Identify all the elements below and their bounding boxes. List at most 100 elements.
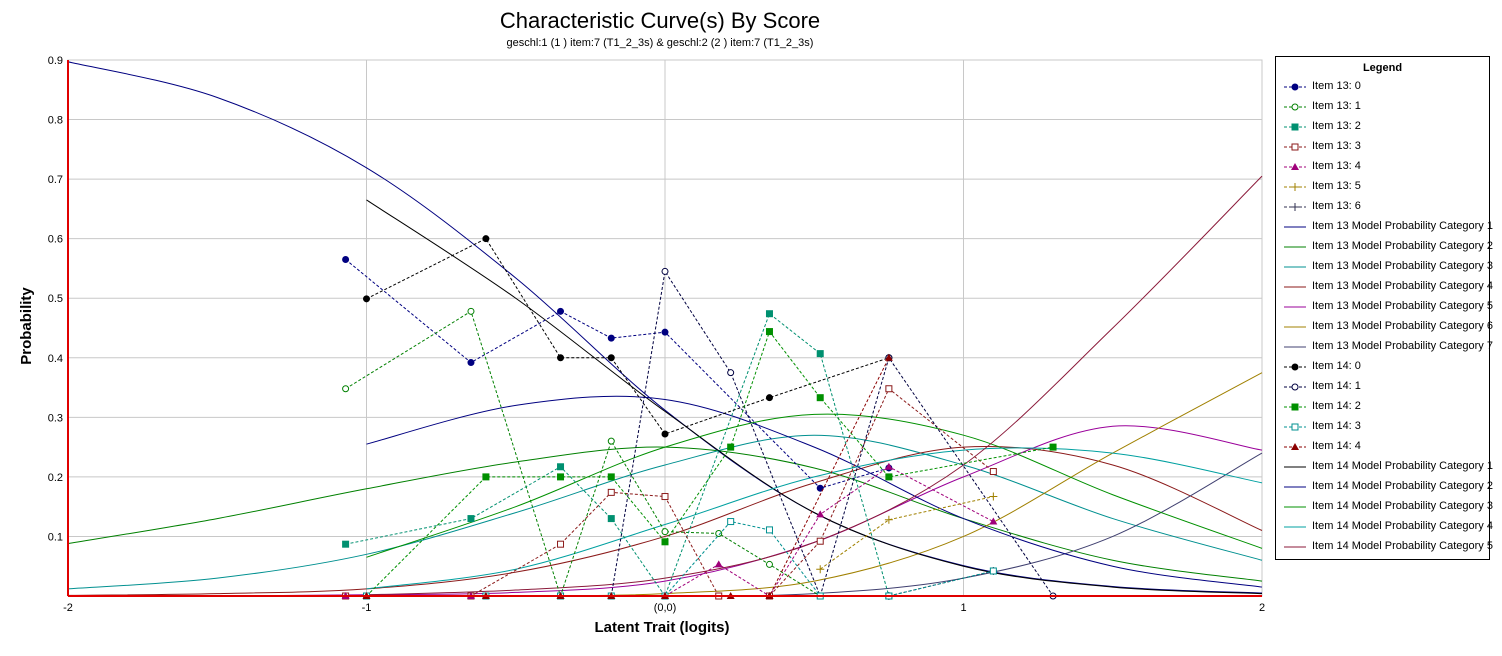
data-point: [342, 540, 350, 548]
data-point: [661, 493, 669, 501]
legend-swatch: [1284, 346, 1306, 348]
legend-swatch: [1284, 443, 1306, 450]
series-item-14-model-probability-category-5: [366, 175, 1263, 596]
x-tick-label: (0,0): [654, 602, 677, 614]
legend-item-item-14-model-probability-category-5: Item 14 Model Probability Category 5: [1276, 537, 1493, 557]
data-point: [607, 334, 615, 342]
legend-item-item-13-6: Item 13: 6: [1276, 197, 1489, 217]
series-line: [366, 330, 1054, 597]
legend-item-item-14-model-probability-category-4: Item 14 Model Probability Category 4: [1276, 517, 1493, 537]
legend-swatch: [1284, 183, 1306, 191]
legend-item-item-14-model-probability-category-3: Item 14 Model Probability Category 3: [1276, 497, 1493, 517]
legend-swatch: [1284, 403, 1306, 411]
legend-marker: [1291, 123, 1299, 131]
x-tick-label: 1: [960, 602, 966, 614]
data-point: [607, 473, 615, 481]
data-point: [816, 394, 824, 402]
legend-swatch: [1284, 123, 1306, 131]
legend-item-item-13-model-probability-category-4: Item 13 Model Probability Category 4: [1276, 277, 1493, 297]
legend-item-item-13-5: Item 13: 5: [1276, 177, 1489, 197]
data-point: [884, 353, 893, 361]
legend-item-item-14-1: Item 14: 1: [1276, 377, 1489, 397]
data-point: [557, 540, 565, 548]
series-item-13-0: [342, 256, 893, 492]
data-point: [989, 517, 998, 525]
series-item-13-model-probability-category-1: [67, 61, 1263, 594]
data-point: [482, 473, 490, 481]
x-tick-label: 2: [1259, 602, 1265, 614]
legend-item-item-13-model-probability-category-7: Item 13 Model Probability Category 7: [1276, 337, 1493, 357]
legend-label: Item 13 Model Probability Category 3: [1312, 260, 1493, 272]
legend-item-item-13-model-probability-category-6: Item 13 Model Probability Category 6: [1276, 317, 1493, 337]
series-item-13-5: [816, 492, 998, 574]
legend-item-item-13-model-probability-category-5: Item 13 Model Probability Category 5: [1276, 297, 1493, 317]
data-point: [342, 385, 350, 393]
data-point: [661, 430, 669, 438]
legend-title: Legend: [1362, 62, 1403, 74]
data-point: [482, 235, 490, 243]
legend-swatch: [1284, 246, 1306, 248]
data-point: [727, 443, 735, 451]
legend-swatch: [1284, 363, 1306, 371]
data-point: [816, 350, 824, 358]
data-point: [661, 538, 669, 546]
data-point: [765, 526, 773, 534]
legend-item-item-14-model-probability-category-2: Item 14 Model Probability Category 2: [1276, 477, 1493, 497]
data-point: [607, 437, 615, 445]
legend-label: Item 13: 4: [1312, 160, 1361, 172]
data-point: [765, 560, 773, 568]
data-point: [661, 528, 669, 536]
legend-swatch: [1284, 423, 1306, 431]
y-tick-label: 0.7: [48, 174, 63, 186]
legend-swatch: [1284, 506, 1306, 508]
series-line: [345, 310, 889, 598]
chart-plot: -2 -1 (0,0) 1 2 0.1 0.2 0.3 0.4 0.5 0.6 0.7 0.8 0.9 L…: [18, 55, 1265, 636]
series-line: [366, 199, 1263, 595]
data-point: [557, 473, 565, 481]
legend-swatch: [1284, 163, 1306, 170]
series-line: [366, 413, 1263, 558]
data-point: [467, 307, 475, 315]
legend-label: Item 13: 2: [1312, 120, 1361, 132]
series-line: [366, 395, 1263, 588]
data-point: [715, 529, 723, 537]
legend-label: Item 14 Model Probability Category 3: [1312, 500, 1493, 512]
series-item-14-0: [363, 235, 893, 438]
legend-item-item-14-model-probability-category-1: Item 14 Model Probability Category 1: [1276, 457, 1493, 477]
data-point: [816, 484, 824, 492]
legend-label: Item 14 Model Probability Category 1: [1312, 460, 1493, 472]
series-line: [366, 175, 1263, 596]
data-point: [363, 295, 370, 303]
data-point: [816, 537, 824, 545]
legend-marker: [1291, 183, 1299, 191]
series-item-14-model-probability-category-1: [366, 199, 1263, 595]
data-point: [884, 462, 893, 470]
data-point: [765, 394, 773, 402]
data-point: [607, 488, 615, 496]
legend-item-item-13-1: Item 13: 1: [1276, 97, 1489, 117]
legend-swatch: [1284, 326, 1306, 328]
data-point: [765, 328, 773, 336]
data-point: [557, 354, 565, 362]
data-point: [661, 328, 669, 336]
legend-label: Item 13: 1: [1312, 100, 1361, 112]
series-line: [67, 61, 1263, 594]
data-point: [607, 515, 615, 523]
legend-label: Item 13 Model Probability Category 7: [1312, 340, 1493, 352]
data-point: [342, 256, 350, 264]
y-tick-label: 0.2: [48, 472, 63, 484]
series-line: [67, 434, 1263, 590]
data-point: [727, 369, 735, 377]
legend-label: Item 14: 1: [1312, 380, 1361, 392]
legend-label: Item 13 Model Probability Category 5: [1312, 300, 1493, 312]
series-item-14-model-probability-category-2: [366, 395, 1263, 588]
legend-swatch: [1284, 103, 1306, 111]
axes: [67, 60, 1262, 597]
series-item-13-2: [342, 310, 893, 600]
x-tick-label: -2: [63, 602, 73, 614]
y-tick-label: 0.8: [48, 115, 63, 127]
series-line: [345, 312, 890, 598]
legend-marker: [1291, 423, 1299, 431]
data-point: [557, 307, 565, 315]
legend-marker: [1291, 383, 1299, 391]
